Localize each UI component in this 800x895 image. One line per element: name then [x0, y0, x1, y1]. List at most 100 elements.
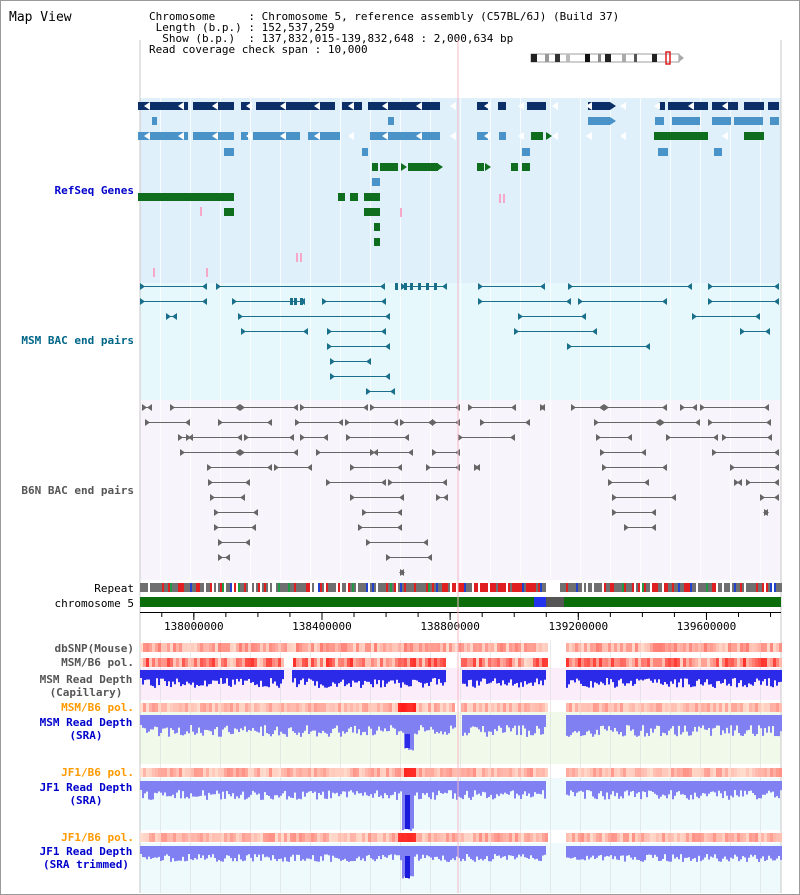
polymorphism-bin — [470, 703, 473, 712]
refseq-genes-track[interactable] — [138, 102, 779, 277]
msm-bac-track[interactable] — [140, 283, 779, 395]
polymorphism-bin — [578, 768, 581, 777]
polymorphism-bin — [737, 643, 740, 652]
polymorphism-bin — [743, 643, 746, 652]
bac-end — [295, 419, 300, 426]
polymorphism-bin — [728, 703, 731, 712]
read-depth-bin — [164, 715, 166, 729]
read-depth-bin — [180, 715, 182, 735]
polymorphism-bin — [467, 703, 470, 712]
bac-end — [423, 539, 428, 546]
bac-end — [238, 313, 243, 320]
chromosome-ideogram[interactable] — [530, 51, 684, 65]
polymorphism-bin — [338, 643, 341, 652]
b6n-bac-track[interactable] — [142, 404, 779, 576]
repeat-element — [434, 583, 436, 592]
read-depth-bin — [540, 670, 542, 681]
read-depth-bin — [344, 670, 346, 687]
read-depth-bin — [568, 846, 570, 858]
read-depth-bin — [630, 846, 632, 858]
bac-end — [370, 449, 375, 456]
polymorphism-bin — [302, 658, 305, 667]
polymorphism-bin — [314, 703, 317, 712]
polymorphism-bin — [332, 833, 335, 842]
polymorphism-bin — [404, 768, 407, 777]
read-depth-bin — [422, 670, 424, 688]
polymorphism-bin — [428, 703, 431, 712]
repeat-element — [208, 583, 210, 592]
read-depth-bin — [684, 670, 686, 679]
read-depth-bin — [398, 715, 400, 732]
polymorphism-bin — [674, 833, 677, 842]
polymorphism-bin — [779, 643, 782, 652]
read-depth-bin — [142, 670, 144, 685]
b6n-bac-label[interactable]: B6N BAC end pairs — [21, 484, 134, 497]
read-depth-bin — [772, 846, 774, 861]
read-depth-bin — [416, 781, 418, 793]
msm-b6-pol-sra-label[interactable]: MSM/B6 pol. — [61, 701, 134, 714]
gene-strand-arrow — [178, 132, 184, 140]
polymorphism-bin — [350, 768, 353, 777]
read-depth-bin — [280, 781, 282, 796]
read-depth-tracks[interactable] — [140, 670, 782, 879]
msm-b6-pol-capillary-label[interactable]: MSM/B6 pol. — [61, 656, 134, 669]
polymorphism-bin — [461, 658, 464, 667]
read-depth-bin — [274, 670, 276, 682]
polymorphism-tracks[interactable] — [140, 643, 782, 842]
read-depth-bin — [522, 715, 524, 726]
read-depth-bin — [160, 670, 162, 679]
msm-bac-label[interactable]: MSM BAC end pairs — [21, 334, 134, 347]
polymorphism-bin — [347, 833, 350, 842]
repeat-element — [702, 583, 704, 592]
polymorphism-bin — [626, 768, 629, 777]
bac-end — [235, 449, 240, 456]
polymorphism-bin — [242, 833, 245, 842]
polymorphism-bin — [698, 833, 701, 842]
polymorphism-bin — [650, 643, 653, 652]
repeat-element — [262, 583, 264, 592]
repeat-element — [224, 583, 226, 592]
repeat-element — [736, 583, 738, 592]
jf1-b6-pol-sra-label[interactable]: JF1/B6 pol. — [61, 766, 134, 779]
jf1-read-depth-trimmed-label[interactable]: JF1 Read Depth (SRA trimmed) — [39, 845, 133, 871]
read-depth-bin — [266, 846, 268, 857]
polymorphism-bin — [713, 703, 716, 712]
read-depth-bin — [452, 781, 454, 799]
polymorphism-bin — [338, 768, 341, 777]
read-depth-bin — [586, 781, 588, 791]
msm-read-depth-capillary-label[interactable]: MSM Read Depth (Capillary) — [39, 673, 133, 699]
repeat-element — [776, 583, 778, 592]
polymorphism-bin — [212, 643, 215, 652]
bac-end — [692, 404, 697, 411]
repeat-element — [774, 583, 776, 592]
read-depth-bin — [418, 715, 420, 731]
repeat-element — [230, 583, 232, 592]
read-depth-bin — [266, 670, 268, 687]
repeat-track[interactable] — [140, 583, 782, 592]
repeat-element — [292, 583, 294, 592]
polymorphism-bin — [302, 833, 305, 842]
repeat-element — [704, 583, 706, 592]
jf1-read-depth-sra-label[interactable]: JF1 Read Depth (SRA) — [39, 781, 133, 807]
polymorphism-bin — [512, 703, 515, 712]
jf1-b6-pol-trimmed-label[interactable]: JF1/B6 pol. — [61, 831, 134, 844]
polymorphism-bin — [467, 643, 470, 652]
polymorphism-bin — [323, 768, 326, 777]
bac-end — [316, 449, 321, 456]
read-depth-bin — [144, 781, 146, 794]
msm-read-depth-sra-label[interactable]: MSM Read Depth (SRA) — [39, 716, 133, 742]
polymorphism-bin — [188, 643, 191, 652]
polymorphism-bin — [629, 833, 632, 842]
read-depth-bin — [146, 846, 148, 860]
read-depth-bin — [442, 846, 444, 856]
dbsnp-label[interactable]: dbSNP(Mouse) — [54, 642, 134, 655]
refseq-genes-label[interactable]: RefSeq Genes — [54, 184, 134, 197]
polymorphism-bin — [317, 658, 320, 667]
repeat-element — [168, 583, 170, 592]
polymorphism-bin — [386, 833, 389, 842]
bac-end — [397, 464, 402, 471]
polymorphism-bin — [494, 643, 497, 652]
chromosome-bar[interactable] — [140, 597, 781, 607]
polymorphism-bin — [311, 658, 314, 667]
